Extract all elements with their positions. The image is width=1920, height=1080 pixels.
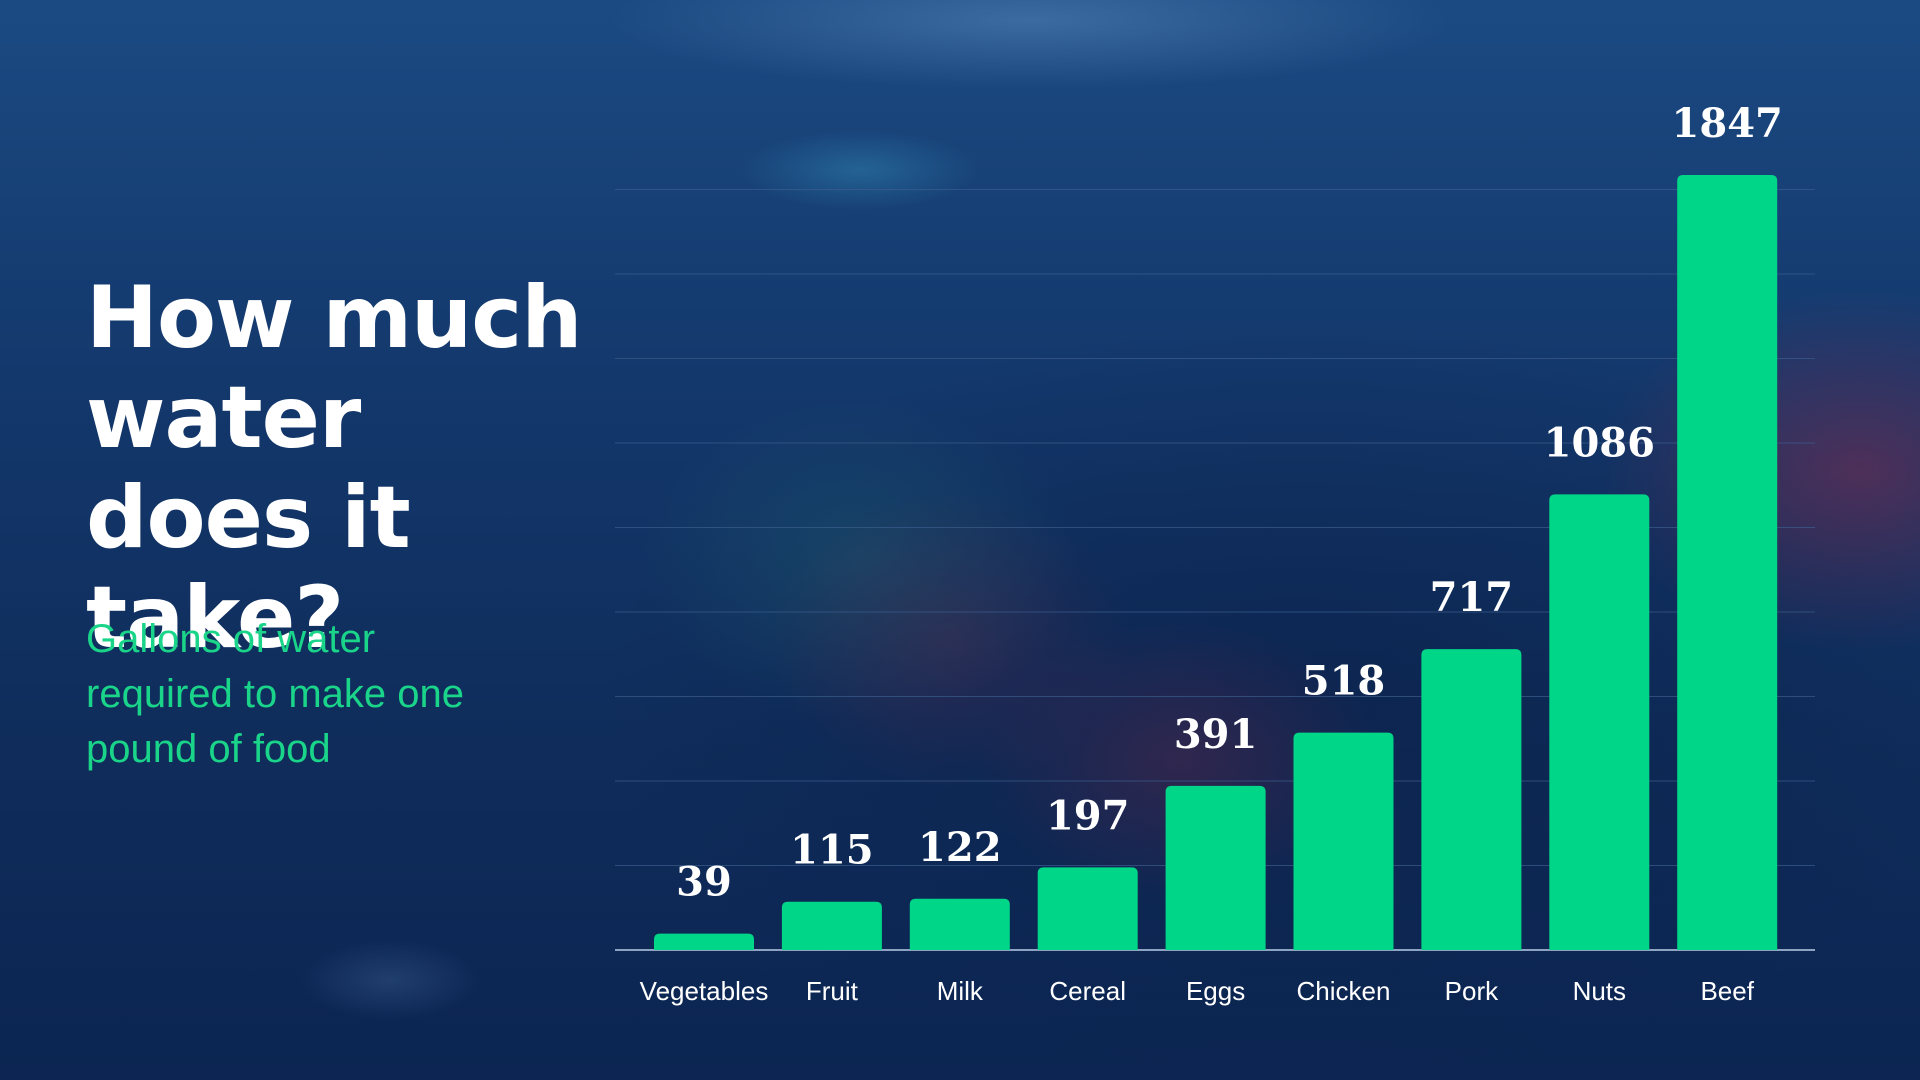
category-label-nuts: Nuts bbox=[1573, 976, 1626, 1006]
value-label-vegetables: 39 bbox=[676, 859, 732, 906]
bar-pork bbox=[1421, 649, 1522, 950]
category-label-chicken: Chicken bbox=[1297, 976, 1391, 1006]
chart-subtitle: Gallons of water required to make one po… bbox=[86, 617, 465, 771]
bars bbox=[654, 175, 1778, 950]
category-label-milk: Milk bbox=[937, 976, 984, 1006]
bar-vegetables bbox=[654, 933, 754, 950]
category-label-eggs: Eggs bbox=[1186, 976, 1245, 1006]
value-label-milk: 122 bbox=[918, 824, 1002, 871]
value-label-cereal: 197 bbox=[1046, 792, 1130, 839]
value-label-chicken: 518 bbox=[1302, 658, 1386, 705]
bar-chicken bbox=[1293, 732, 1394, 950]
bar-cereal bbox=[1037, 867, 1138, 950]
bar-milk bbox=[909, 898, 1010, 950]
category-label-cereal: Cereal bbox=[1049, 976, 1126, 1006]
value-label-nuts: 1086 bbox=[1544, 419, 1655, 466]
category-label-beef: Beef bbox=[1700, 976, 1754, 1006]
value-label-pork: 717 bbox=[1430, 574, 1514, 621]
bar-beef bbox=[1677, 175, 1778, 950]
value-labels: 39 115 122 197 391 518 717 1086 1847 bbox=[676, 100, 1783, 906]
value-label-eggs: 391 bbox=[1174, 711, 1258, 758]
category-labels: Vegetables Fruit Milk Cereal Eggs Chicken Pork… bbox=[640, 976, 1755, 1006]
category-label-pork: Pork bbox=[1445, 976, 1499, 1006]
category-label-fruit: Fruit bbox=[806, 976, 859, 1006]
chart-title: How much water does it take? bbox=[86, 268, 583, 668]
category-label-vegetables: Vegetables bbox=[640, 976, 769, 1006]
value-label-fruit: 115 bbox=[790, 827, 874, 874]
bar-eggs bbox=[1165, 785, 1266, 950]
bar-nuts bbox=[1549, 494, 1650, 950]
bar-fruit bbox=[781, 901, 882, 950]
value-label-beef: 1847 bbox=[1672, 100, 1783, 147]
